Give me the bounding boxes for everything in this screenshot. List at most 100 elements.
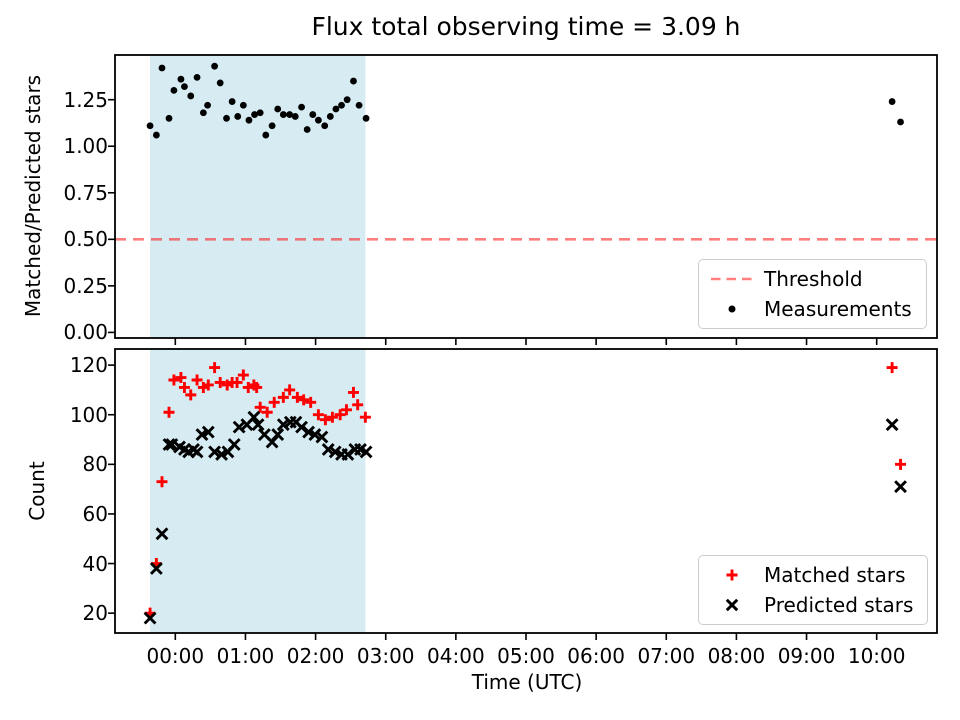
matched-point (277, 391, 289, 403)
legend-entry-matched-stars: Matched stars (709, 562, 913, 588)
matched-point (284, 384, 296, 396)
matched-point (214, 376, 226, 388)
measurement-point (303, 126, 311, 133)
predicted-point (155, 527, 169, 541)
legend-label-threshold: Threshold (764, 267, 863, 291)
predicted-point (276, 418, 290, 432)
y-tick-label: 0.75 (63, 180, 108, 205)
measurement-point (314, 116, 322, 124)
matched-point (895, 458, 907, 470)
measurement-point (291, 113, 299, 120)
measurement-point (298, 103, 305, 111)
measurement-point (170, 86, 178, 94)
matched-point (156, 476, 168, 488)
matched-point (168, 374, 180, 386)
x-tick-label: 05:00 (497, 644, 555, 668)
predicted-point (149, 562, 163, 575)
predicted-point (315, 430, 329, 444)
y-tick-label: 1.00 (63, 134, 108, 159)
predicted-point (321, 443, 335, 456)
matched-point (359, 411, 371, 423)
measurement-point (165, 114, 173, 122)
measurement-point (181, 83, 188, 91)
x-tick-label: 04:00 (427, 644, 485, 668)
predicted-point (271, 428, 285, 441)
predicted-point (894, 480, 907, 494)
matched-point (209, 362, 221, 374)
y-tick-label: 0.50 (63, 227, 108, 252)
matched-point (298, 394, 310, 406)
measurement-dot-icon (728, 305, 736, 313)
measurement-point (268, 122, 276, 130)
x-marker-icon (725, 598, 739, 612)
matched-point (352, 399, 364, 411)
predicted-point (143, 611, 157, 625)
predicted-point (208, 445, 222, 459)
legend-label-measurements: Measurements (764, 297, 912, 321)
y-tick-label: 100 (69, 402, 108, 427)
predicted-point (885, 418, 899, 432)
measurement-point (239, 101, 247, 109)
y-tick-label: 0.00 (63, 320, 108, 345)
matched-point (268, 396, 280, 408)
matched-point (312, 409, 324, 421)
measurement-point (223, 114, 230, 122)
matched-point (319, 414, 331, 426)
matched-point (886, 362, 898, 374)
y-tick-label: 60 (82, 501, 108, 526)
measurement-point (146, 122, 154, 130)
x-axis-label: Time (UTC) (471, 670, 583, 694)
predicted-point (251, 418, 265, 432)
x-tick-label: 00:00 (146, 644, 205, 668)
x-tick-label: 09:00 (777, 644, 836, 668)
matched-point (202, 379, 214, 391)
measurement-point (274, 105, 282, 113)
matched-point (231, 376, 243, 388)
matched-point (334, 409, 346, 421)
legend-entry-measurements: Measurements (709, 296, 912, 322)
matched-point (178, 381, 190, 393)
predicted-point (295, 420, 308, 434)
x-tick-label: 03:00 (356, 644, 415, 668)
chart-title: Flux total observing time = 3.09 h (311, 12, 741, 41)
measurement-point (158, 64, 166, 72)
x-tick-label: 07:00 (637, 644, 696, 668)
measurement-point (251, 111, 258, 118)
measurement-point (286, 111, 294, 118)
predicted-point (201, 425, 215, 439)
x-tick-label: 02:00 (286, 644, 345, 668)
measurement-point (321, 122, 329, 130)
x-tick-label: 01:00 (216, 644, 275, 668)
measurement-point (362, 114, 370, 122)
predicted-point (247, 410, 261, 424)
predicted-point (162, 438, 176, 451)
measurement-point (262, 131, 270, 139)
matched-point (251, 381, 263, 393)
axes-frame (114, 54, 938, 339)
matched-point (185, 389, 197, 401)
matched-point (237, 369, 249, 381)
top-legend: Threshold Measurements (698, 259, 927, 329)
measurement-point (152, 131, 160, 139)
measurement-point (332, 105, 340, 113)
y-tick-label: 20 (82, 601, 108, 626)
measurement-point (897, 118, 904, 126)
y-tick-label: 80 (82, 452, 108, 477)
legend-entry-threshold: Threshold (709, 266, 912, 292)
measurement-point (187, 92, 195, 100)
x-tick-label: 06:00 (567, 644, 625, 668)
y-tick-label: 120 (69, 353, 108, 378)
measurement-point (256, 109, 264, 117)
legend-label-matched-stars: Matched stars (764, 563, 906, 587)
predicted-point (341, 447, 355, 461)
measurement-point (279, 111, 287, 118)
matched-point (347, 386, 359, 398)
predicted-point (227, 438, 241, 451)
predicted-point (359, 445, 373, 459)
predicted-point (308, 428, 322, 441)
x-tick-label: 08:00 (707, 644, 766, 668)
measurement-point (888, 98, 896, 105)
predicted-point (190, 445, 204, 459)
measurement-point (193, 73, 201, 81)
